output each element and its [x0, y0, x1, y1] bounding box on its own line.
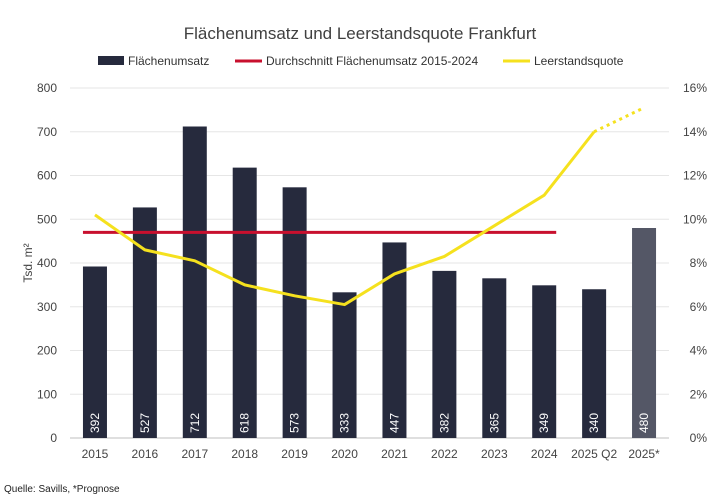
- bar-value-label: 447: [387, 413, 401, 433]
- y-tick-label: 400: [37, 256, 57, 270]
- x-axis: 2015 2016 2017 2018 2019 2020 2021 2022 2023 2024…: [82, 447, 660, 461]
- y2-tick-label: 6%: [690, 300, 708, 314]
- x-tick-label: 2016: [132, 447, 159, 461]
- y2-tick-label: 16%: [683, 81, 707, 95]
- y2-tick-label: 12%: [683, 169, 707, 183]
- bar-2025-Q2: [582, 289, 607, 438]
- x-tick-label: 2020: [331, 447, 358, 461]
- x-tick-label: 2022: [431, 447, 458, 461]
- bar-2024: [532, 285, 557, 438]
- legend-label-flaechenumsatz: Flächenumsatz: [128, 54, 209, 68]
- y-tick-label: 200: [37, 344, 57, 358]
- y-tick-label: 100: [37, 387, 57, 401]
- bar-value-label: 349: [537, 413, 551, 433]
- x-tick-label: 2025*: [628, 447, 660, 461]
- bar-2019: [282, 187, 307, 438]
- bar-value-label: 527: [138, 413, 152, 433]
- y-tick-label: 600: [37, 169, 57, 183]
- y2-tick-label: 4%: [690, 344, 708, 358]
- bar-series: [82, 126, 657, 438]
- vacancy-rate-line-actual: [94, 130, 596, 307]
- y-axis-right: 0% 2% 4% 6% 8% 10% 12% 14% 16%: [683, 81, 707, 445]
- gridlines: [70, 87, 669, 439]
- bar-2020: [332, 292, 357, 438]
- bar-2025: [632, 228, 657, 438]
- x-tick-label: 2023: [481, 447, 508, 461]
- bar-value-label: 480: [637, 413, 651, 433]
- y2-tick-label: 0%: [690, 431, 708, 445]
- legend-swatch-flaechenumsatz: [98, 56, 124, 65]
- y2-tick-label: 2%: [690, 387, 708, 401]
- vacancy-rate-line: [94, 106, 645, 307]
- bar-value-label: 365: [487, 413, 501, 433]
- y-tick-label: 300: [37, 300, 57, 314]
- bar-2015: [82, 266, 107, 438]
- x-tick-label: 2025 Q2: [571, 447, 617, 461]
- chart-title: Flächenumsatz und Leerstandsquote Frankf…: [184, 24, 537, 43]
- legend: Flächenumsatz Durchschnitt Flächenumsatz…: [98, 54, 624, 68]
- x-tick-label: 2018: [231, 447, 258, 461]
- legend-label-durchschnitt: Durchschnitt Flächenumsatz 2015-2024: [266, 54, 478, 68]
- x-tick-label: 2017: [181, 447, 208, 461]
- bar-2022: [432, 270, 457, 438]
- bar-value-label: 392: [88, 413, 102, 433]
- bar-2018: [232, 167, 257, 438]
- y-tick-label: 500: [37, 212, 57, 226]
- bar-data-labels: 392 527 712 618 573 333 447 382 365 349 340 480: [88, 413, 651, 433]
- bar-value-label: 618: [238, 413, 252, 433]
- bar-value-label: 333: [338, 413, 352, 433]
- y2-tick-label: 10%: [683, 212, 707, 226]
- x-tick-label: 2019: [281, 447, 308, 461]
- vacancy-rate-line-forecast: [593, 106, 645, 134]
- y2-tick-label: 14%: [683, 125, 707, 139]
- y-axis-left: 0 100 200 300 400 500 600 700 800: [37, 81, 57, 445]
- source-note: Quelle: Savills, *Prognose: [4, 484, 120, 495]
- y-tick-label: 700: [37, 125, 57, 139]
- x-tick-label: 2024: [531, 447, 558, 461]
- bar-value-label: 573: [288, 413, 302, 433]
- bar-2016: [132, 207, 157, 438]
- x-tick-label: 2015: [82, 447, 109, 461]
- legend-label-leerstandsquote: Leerstandsquote: [534, 54, 624, 68]
- bar-value-label: 340: [587, 413, 601, 433]
- y-tick-label: 0: [50, 431, 57, 445]
- bar-value-label: 712: [188, 413, 202, 433]
- y-axis-title: Tsd. m²: [21, 243, 35, 282]
- bar-2017: [182, 126, 207, 438]
- x-tick-label: 2021: [381, 447, 408, 461]
- bar-value-label: 382: [437, 413, 451, 433]
- y2-tick-label: 8%: [690, 256, 708, 270]
- bar-2023: [482, 278, 507, 438]
- y-tick-label: 800: [37, 81, 57, 95]
